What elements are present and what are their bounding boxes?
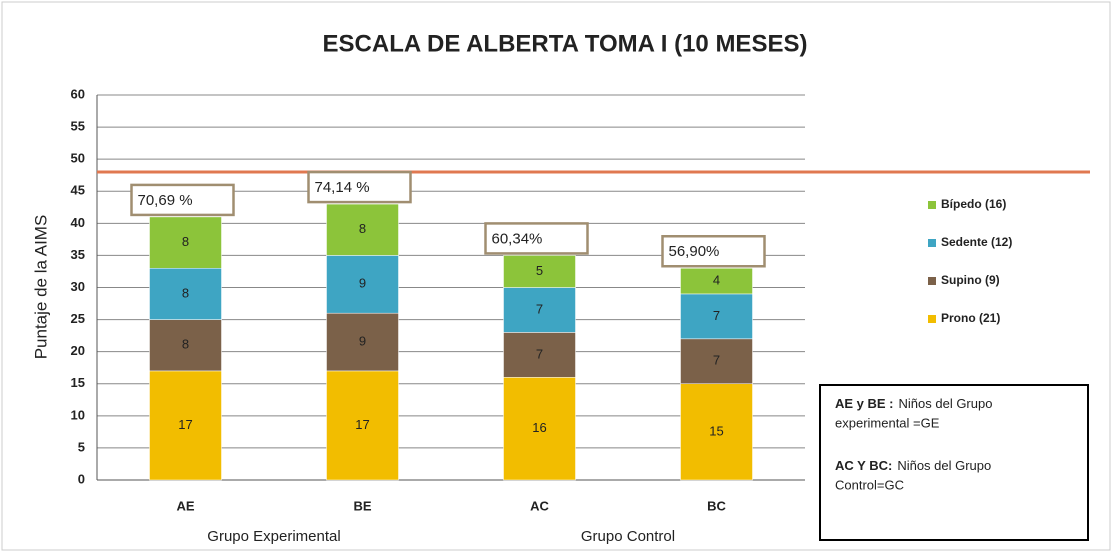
percent-box — [661, 235, 766, 268]
chart-title: ESCALA DE ALBERTA TOMA I (10 MESES) — [323, 30, 808, 57]
y-tick-label: 60 — [71, 86, 85, 101]
percent-box — [130, 183, 235, 217]
data-label: 9 — [359, 276, 366, 291]
percent-label: 56,90% — [669, 243, 720, 260]
note-text: AE y BE : Niños del Grupo — [835, 396, 992, 411]
bar-segment — [503, 332, 576, 378]
bar-segment — [149, 268, 222, 320]
group-label: Grupo Experimental — [207, 528, 340, 545]
data-label: 9 — [359, 333, 366, 348]
y-tick-label: 35 — [71, 247, 85, 262]
note-text: Control=GC — [835, 477, 904, 492]
data-label: 8 — [359, 221, 366, 236]
y-tick-label: 15 — [71, 375, 85, 390]
bar-segment — [680, 293, 753, 340]
y-tick-label: 30 — [71, 279, 85, 294]
data-label: 4 — [713, 273, 720, 288]
bar-segment — [326, 255, 399, 314]
note-text: AC Y BC: Niños del Grupo — [835, 458, 991, 473]
legend-swatch — [928, 277, 936, 285]
data-label: 15 — [709, 423, 723, 438]
bar-segment — [680, 383, 753, 481]
percent-label: 60,34% — [492, 230, 543, 247]
y-tick-label: 25 — [71, 311, 85, 326]
note-box — [819, 384, 1089, 541]
legend-label: Prono (21) — [941, 311, 1000, 325]
y-tick-label: 5 — [78, 439, 85, 454]
percent-label: 74,14 % — [315, 179, 370, 196]
data-label: 7 — [536, 301, 543, 316]
bar-segment — [680, 268, 753, 295]
y-axis-label: Puntaje de la AIMS — [31, 215, 50, 360]
x-tick-label: AC — [530, 498, 549, 513]
percent-box — [484, 222, 589, 255]
data-label: 7 — [713, 353, 720, 368]
group-label: Grupo Control — [581, 528, 675, 545]
note-rest: Niños del Grupo — [899, 396, 993, 411]
bar-segment — [149, 370, 222, 481]
legend-swatch — [928, 239, 936, 247]
y-tick-label: 40 — [71, 215, 85, 230]
legend-swatch — [928, 315, 936, 323]
y-tick-label: 0 — [78, 471, 85, 486]
y-tick-label: 10 — [71, 407, 85, 422]
bar-segment — [680, 338, 753, 385]
bar-segment — [149, 319, 222, 372]
note-text: experimental =GE — [835, 415, 940, 430]
bar-segment — [326, 203, 399, 256]
legend-swatch — [928, 201, 936, 209]
y-tick-label: 45 — [71, 183, 85, 198]
bar-segment — [326, 312, 399, 372]
data-label: 8 — [182, 234, 189, 249]
percent-label: 70,69 % — [138, 192, 193, 209]
bar-segment — [326, 370, 399, 481]
bar-segment — [503, 255, 576, 288]
note-bold: AC Y BC: — [835, 458, 892, 473]
data-label: 17 — [178, 417, 192, 432]
data-label: 5 — [536, 263, 543, 278]
legend-label: Bípedo (16) — [941, 197, 1006, 211]
x-tick-label: AE — [176, 498, 194, 513]
y-tick-label: 50 — [71, 151, 85, 166]
data-label: 17 — [355, 417, 369, 432]
data-label: 8 — [182, 285, 189, 300]
percent-box — [307, 170, 412, 204]
note-bold: AE y BE : — [835, 396, 894, 411]
data-label: 16 — [532, 420, 546, 435]
data-label: 8 — [182, 337, 189, 352]
data-label: 7 — [713, 308, 720, 323]
x-tick-label: BE — [353, 498, 371, 513]
bar-segment — [503, 287, 576, 333]
y-tick-label: 20 — [71, 343, 85, 358]
x-tick-label: BC — [707, 498, 726, 513]
data-label: 7 — [536, 346, 543, 361]
note-rest: Niños del Grupo — [897, 458, 991, 473]
bar-segment — [149, 216, 222, 269]
legend-label: Sedente (12) — [941, 235, 1012, 249]
y-tick-label: 55 — [71, 119, 85, 134]
bar-segment — [503, 377, 576, 481]
legend-label: Supino (9) — [941, 273, 1000, 287]
